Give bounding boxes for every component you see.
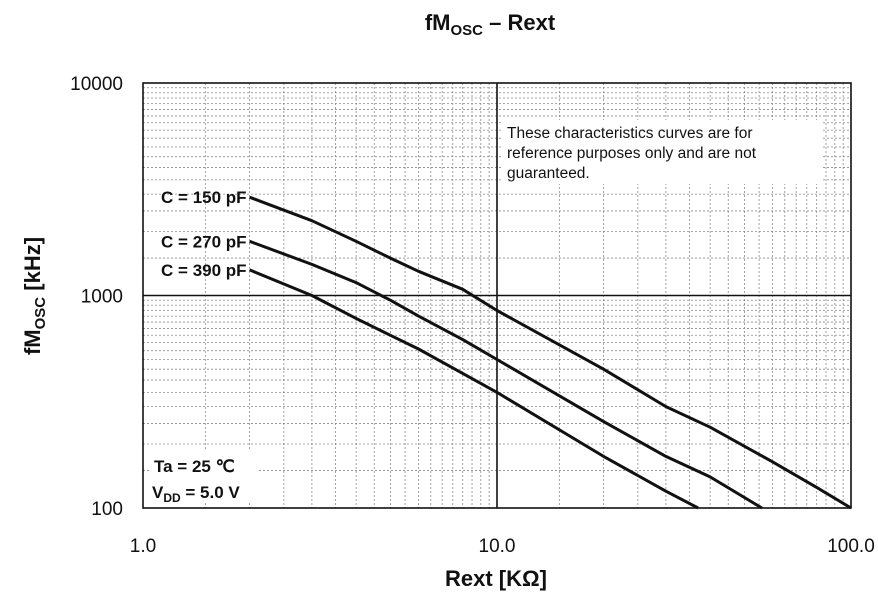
y-axis-label: fMOSC [kHz] — [20, 237, 49, 355]
note-line-2: reference purposes only and are not — [507, 145, 757, 162]
conditions-line-2-main: V — [152, 483, 164, 502]
note-line-1: These characteristics curves are for — [507, 125, 753, 142]
y-tick-label: 10000 — [70, 74, 123, 95]
conditions-box-bg — [149, 449, 257, 503]
y-tick-label: 100 — [91, 499, 123, 520]
series-group: C = 150 pF C = 270 pF C = 390 pF — [161, 188, 852, 510]
conditions-line-2-rest: = 5.0 V — [181, 483, 241, 502]
note-line-3: guaranteed. — [507, 165, 590, 182]
x-tick-label: 10.0 — [479, 536, 516, 557]
note-box-bg — [503, 120, 821, 184]
conditions-line-2-sub: DD — [163, 491, 181, 505]
y-axis-label-sub: OSC — [32, 297, 49, 330]
y-axis-label-main: fM — [20, 329, 45, 355]
series-label-3: C = 390 pF — [161, 261, 247, 280]
chart-title: fMOSC – Rext — [425, 10, 556, 39]
chart-title-sub: OSC — [450, 22, 483, 39]
x-axis-label: Rext [KΩ] — [445, 566, 547, 591]
series-line-3 — [249, 268, 699, 510]
series-label-2: C = 270 pF — [161, 232, 247, 251]
axis-ticks: 1.0 10.0 100.0 100 1000 10000 — [70, 74, 875, 557]
grid — [143, 83, 851, 508]
conditions-line-2: VDD = 5.0 V — [152, 483, 240, 505]
conditions-line-1: Ta = 25 ℃ — [154, 457, 235, 476]
y-axis-label-rest: [kHz] — [20, 237, 45, 297]
series-label-1: C = 150 pF — [161, 188, 247, 207]
plot-frame — [142, 82, 852, 509]
x-tick-label: 1.0 — [130, 536, 156, 557]
x-tick-label: 100.0 — [827, 536, 875, 557]
chart-title-main: fM — [425, 10, 451, 35]
series-line-2 — [249, 239, 763, 510]
series-line-1 — [249, 195, 852, 510]
y-tick-label: 1000 — [81, 287, 123, 308]
chart-title-rest: – Rext — [483, 10, 556, 35]
